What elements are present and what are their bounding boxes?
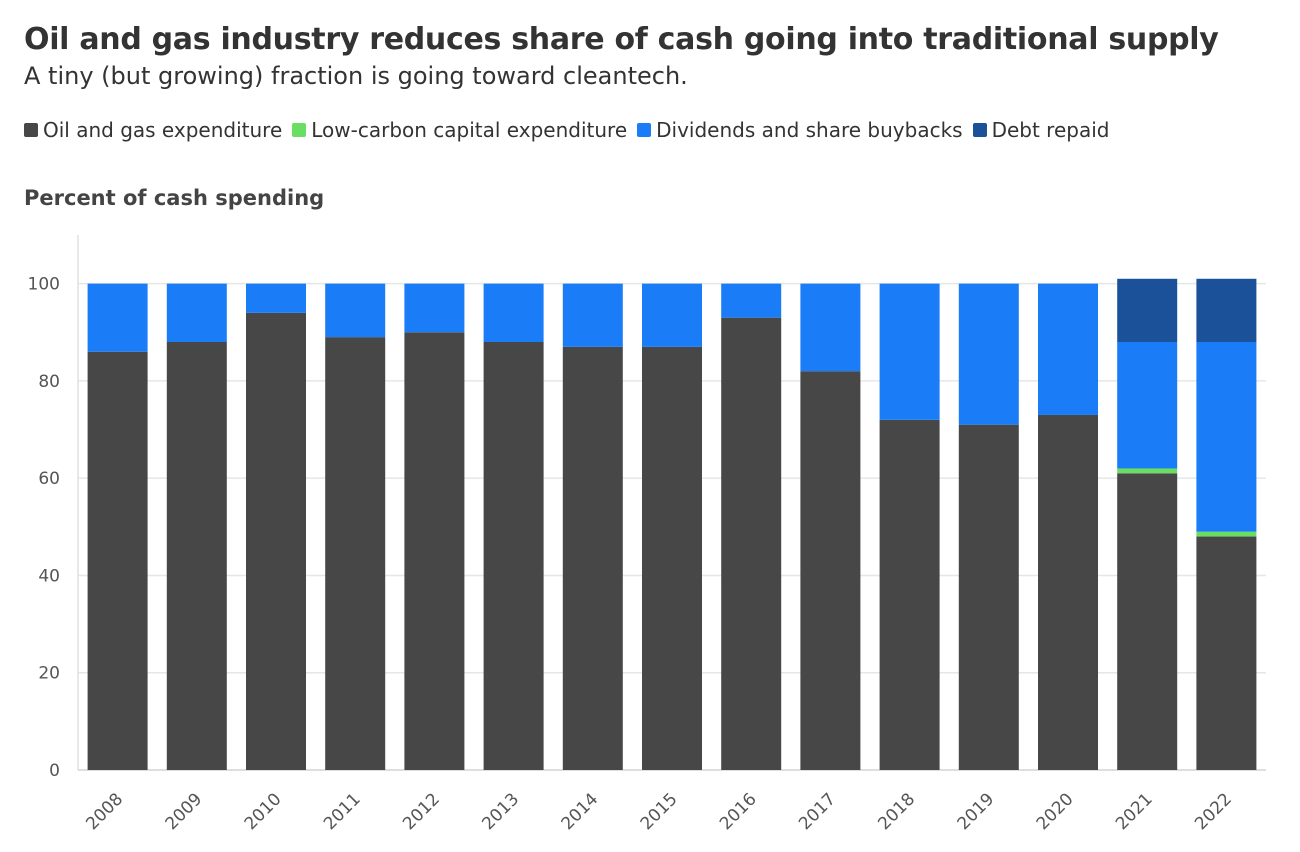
- bar-segment: [483, 283, 544, 342]
- y-tick-label: 80: [38, 372, 60, 392]
- y-axis-label: Percent of cash spending: [24, 186, 325, 210]
- x-tick-label: 2022: [1191, 789, 1236, 834]
- legend-label: Debt repaid: [991, 118, 1110, 142]
- y-tick-label: 100: [28, 275, 60, 295]
- x-tick-label: 2008: [82, 789, 127, 834]
- legend-swatch: [24, 123, 38, 137]
- bar-segment: [1196, 531, 1257, 537]
- legend-label: Oil and gas expenditure: [43, 118, 283, 142]
- legend: Oil and gas expenditure Low-carbon capita…: [24, 118, 1109, 142]
- bar-segment: [1038, 283, 1098, 415]
- bar-segment: [958, 424, 1019, 770]
- x-tick-label: 2015: [637, 789, 682, 834]
- bar-segment: [87, 283, 148, 352]
- bar-segment: [958, 283, 1019, 425]
- x-tick-label: 2021: [1112, 789, 1157, 834]
- bar-segment: [404, 332, 465, 770]
- bar-segment: [1117, 468, 1178, 474]
- legend-item: Low-carbon capital expenditure: [292, 118, 627, 142]
- bar-segment: [1038, 414, 1098, 770]
- x-tick-label: 2012: [399, 789, 444, 834]
- bar-segment: [1117, 342, 1178, 469]
- bar-segment: [1196, 342, 1257, 532]
- bar-segment: [325, 283, 386, 338]
- legend-item: Oil and gas expenditure: [24, 118, 282, 142]
- bar-segment: [246, 283, 306, 313]
- bar-segment: [166, 342, 227, 770]
- bar-segment: [1117, 278, 1178, 342]
- y-tick-label: 0: [49, 761, 60, 781]
- bar-segment: [1196, 536, 1257, 770]
- legend-label: Dividends and share buybacks: [656, 118, 963, 142]
- bar-segment: [1117, 473, 1178, 770]
- bar-segment: [483, 342, 544, 770]
- bar-segment: [166, 283, 227, 342]
- bar-segment: [246, 312, 306, 770]
- x-tick-label: 2017: [795, 789, 840, 834]
- y-tick-label: 20: [38, 664, 60, 684]
- x-tick-label: 2014: [558, 789, 603, 834]
- bar-segment: [879, 283, 940, 420]
- bar-segment: [879, 419, 940, 770]
- legend-swatch: [972, 123, 987, 137]
- bar-segment: [721, 317, 782, 770]
- legend-swatch: [292, 123, 307, 137]
- bar-segment: [87, 351, 148, 770]
- x-tick-label: 2009: [162, 789, 207, 834]
- x-tick-label: 2018: [874, 789, 919, 834]
- chart-title: Oil and gas industry reduces share of ca…: [24, 22, 1219, 57]
- bar-segment: [562, 283, 623, 347]
- legend-swatch: [637, 123, 652, 137]
- x-tick-label: 2016: [716, 789, 761, 834]
- bar-segment: [642, 283, 702, 347]
- bar-segment: [562, 346, 623, 770]
- x-tick-label: 2019: [954, 789, 999, 834]
- bar-segment: [721, 283, 782, 318]
- bar-segment: [642, 346, 702, 770]
- y-tick-label: 60: [38, 469, 60, 489]
- x-tick-label: 2013: [478, 789, 523, 834]
- x-tick-label: 2010: [241, 789, 286, 834]
- bar-segment: [800, 283, 861, 372]
- y-tick-label: 40: [38, 566, 60, 586]
- legend-label: Low-carbon capital expenditure: [311, 118, 628, 142]
- legend-item: Dividends and share buybacks: [637, 118, 963, 142]
- x-tick-label: 2020: [1033, 789, 1078, 834]
- legend-item: Debt repaid: [972, 118, 1110, 142]
- bar-segment: [325, 337, 386, 770]
- bar-segment: [1196, 278, 1257, 342]
- bar-segment: [404, 283, 465, 333]
- chart-subtitle: A tiny (but growing) fraction is going t…: [24, 62, 688, 90]
- x-tick-label: 2011: [320, 789, 365, 834]
- bar-segment: [800, 371, 861, 770]
